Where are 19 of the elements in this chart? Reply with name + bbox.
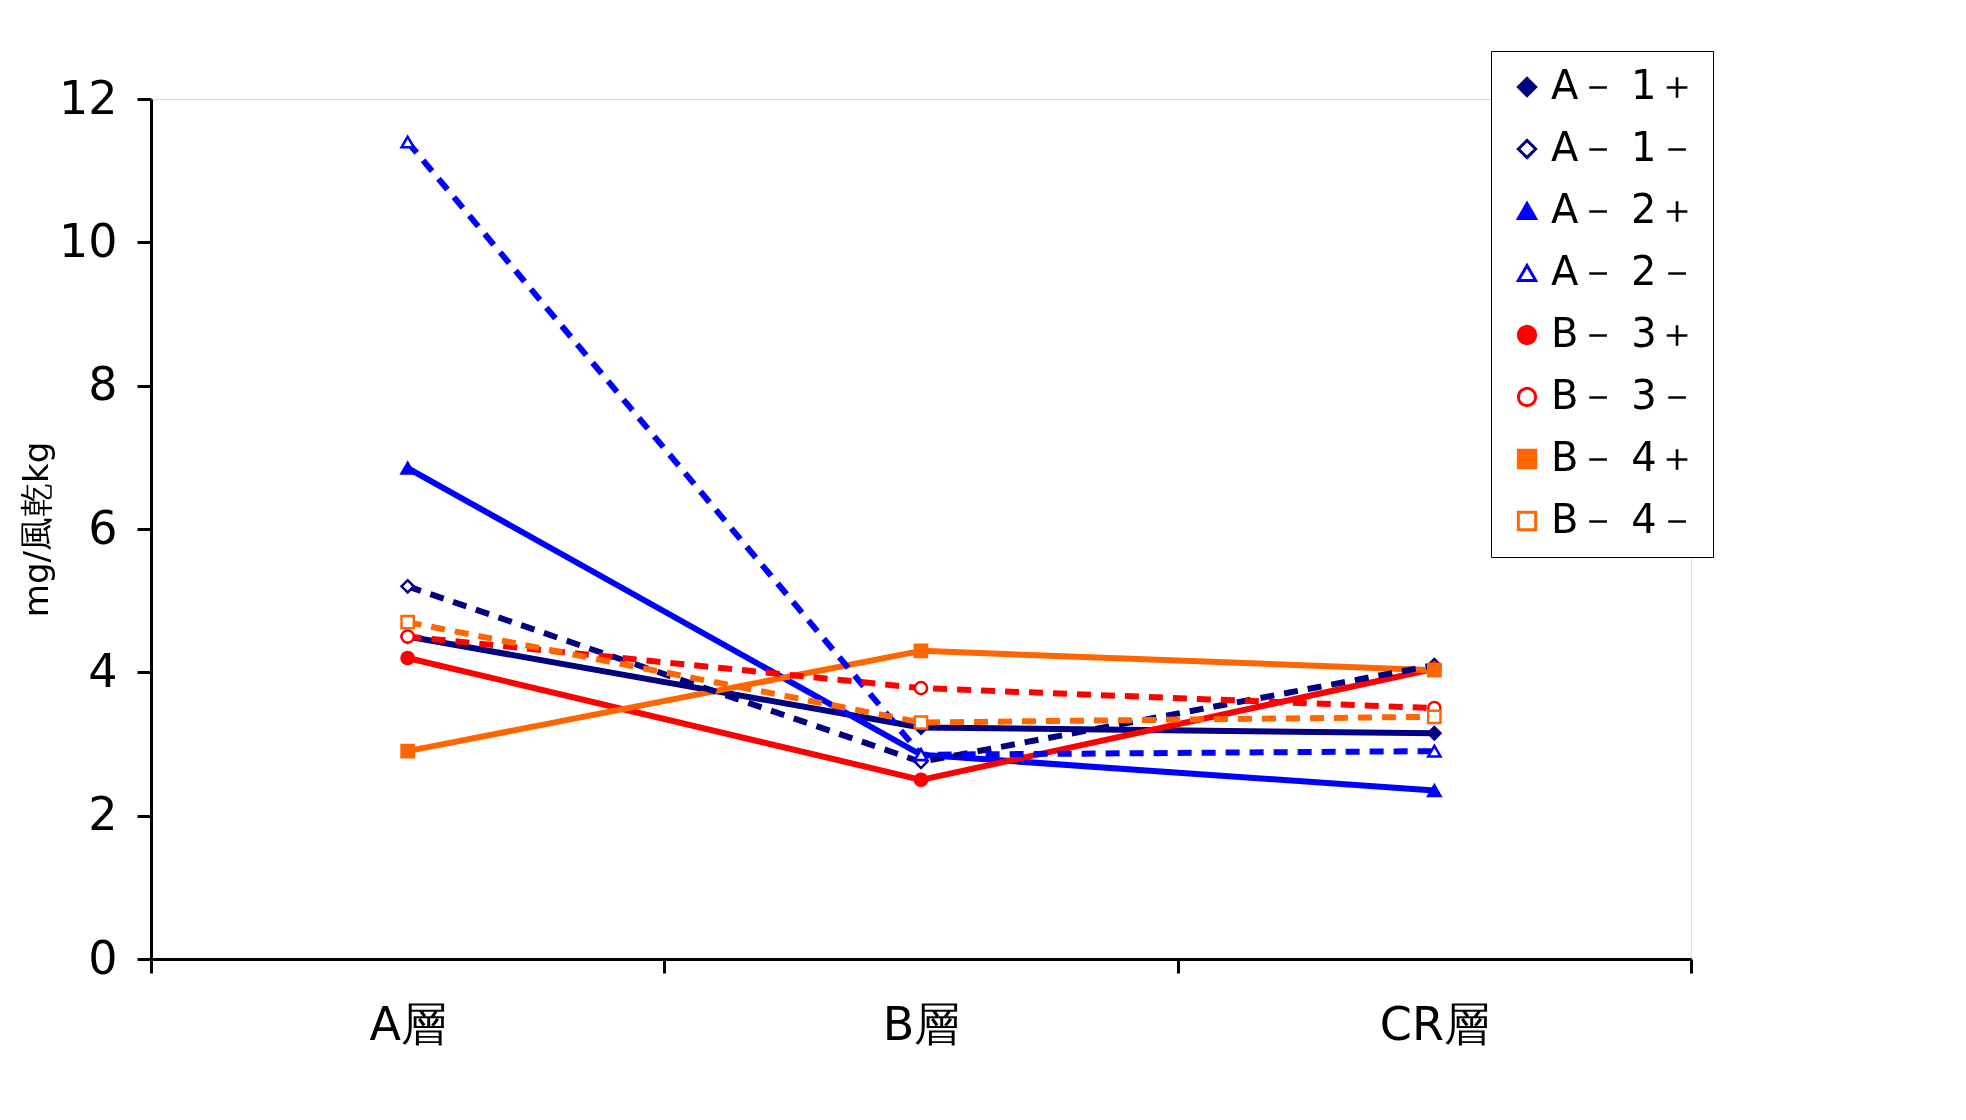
legend-label: B－ 3＋ [1551, 310, 1697, 356]
y-tick-label: 4 [88, 643, 118, 698]
legend-label: B－ 3－ [1551, 372, 1697, 418]
legend-label: A－ 1＋ [1551, 62, 1697, 108]
legend-label: B－ 4＋ [1551, 434, 1697, 480]
x-tick-label: B層 [882, 996, 961, 1051]
y-tick-label: 2 [88, 787, 118, 842]
y-tick-label: 6 [88, 500, 118, 555]
legend-label: A－ 2－ [1551, 248, 1697, 294]
y-tick-label: 8 [88, 357, 118, 412]
legend-label: A－ 1－ [1551, 124, 1697, 170]
legend-label: B－ 4－ [1551, 496, 1697, 542]
x-tick-label: A層 [369, 996, 447, 1051]
y-axis-title: mg/風乾kg [15, 441, 56, 618]
y-tick-label: 10 [58, 213, 118, 268]
y-tick-label: 12 [58, 70, 118, 125]
legend-label: A－ 2＋ [1551, 186, 1697, 232]
y-tick-label: 0 [88, 930, 118, 985]
x-tick-label: CR層 [1379, 996, 1490, 1051]
